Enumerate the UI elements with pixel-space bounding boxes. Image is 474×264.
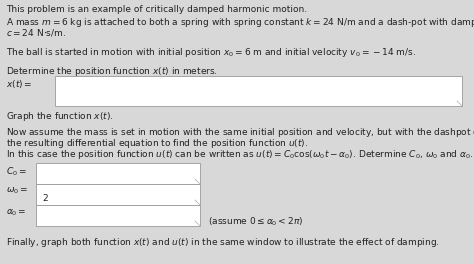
Bar [55,76,462,106]
Text: Graph the function $x(t)$.: Graph the function $x(t)$. [6,110,113,123]
Text: $\alpha_0 =$: $\alpha_0 =$ [6,207,27,218]
Text: the resulting differential equation to find the position function $u(t)$.: the resulting differential equation to f… [6,137,308,150]
Text: 2: 2 [42,194,47,203]
Text: Finally, graph both function $x(t)$ and $u(t)$ in the same window to illustrate : Finally, graph both function $x(t)$ and … [6,236,440,249]
Text: Determine the position function $x(t)$ in meters.: Determine the position function $x(t)$ i… [6,65,218,78]
Bar [36,184,200,205]
Bar [36,205,200,226]
Text: This problem is an example of critically damped harmonic motion.: This problem is an example of critically… [6,5,307,14]
Bar [36,163,200,184]
Text: Now assume the mass is set in motion with the same initial position and velocity: Now assume the mass is set in motion wit… [6,126,474,139]
Text: (assume $0 \leq \alpha_0 < 2\pi$): (assume $0 \leq \alpha_0 < 2\pi$) [208,215,303,228]
Text: The ball is started in motion with initial position $x_0 = 6$ m and initial velo: The ball is started in motion with initi… [6,46,416,59]
Text: $x(t) =$: $x(t) =$ [6,78,32,90]
Text: A mass $m = 6$ kg is attached to both a spring with spring constant $k = 24$ N/m: A mass $m = 6$ kg is attached to both a … [6,16,474,29]
Text: $C_0 =$: $C_0 =$ [6,165,27,177]
Text: In this case the position function $u(t)$ can be written as $u(t) = C_0\cos(\ome: In this case the position function $u(t)… [6,148,474,161]
Text: $c = 24$ N$\cdot$s/m.: $c = 24$ N$\cdot$s/m. [6,27,66,38]
Text: $\omega_0 =$: $\omega_0 =$ [6,186,28,196]
